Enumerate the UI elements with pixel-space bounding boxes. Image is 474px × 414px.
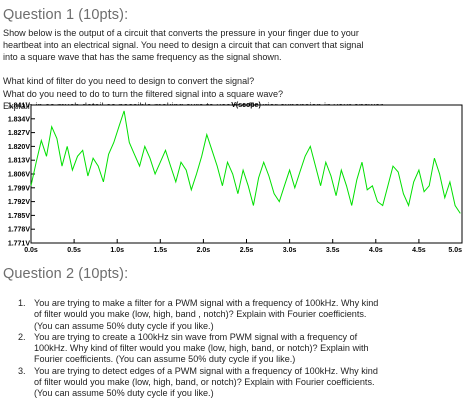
y-tick-label: 1.834V (8, 116, 31, 123)
question-1-ask-filter: What kind of filter do you need to desig… (3, 76, 255, 87)
list-item-line: 100kHz. Why kind of filter would you mak… (34, 343, 369, 354)
list-item: 1. You are trying to make a filter for a… (0, 298, 474, 332)
list-item-line: (You can assume 50% duty cycle if you li… (34, 388, 214, 399)
list-item-line: of filter would you make (low, high, ban… (34, 309, 367, 320)
y-tick-label: 1.841V (8, 103, 31, 110)
chart-title: V(scope) (231, 102, 261, 109)
question-1-ask-square-wave: What do you need to do to turn the filte… (3, 88, 284, 99)
y-axis: 1.841V 1.834V 1.827V 1.820V 1.813V 1.806V 1.79… (8, 103, 35, 248)
y-tick-label: 1.827V (8, 130, 31, 137)
plot-frame (30, 104, 463, 244)
y-tick-label: 1.813V (8, 158, 31, 165)
list-item-line: Fourier coefficients. (You can assume 50… (34, 354, 296, 365)
y-tick-label: 1.792V (8, 199, 31, 206)
question-2-list: 1. You are trying to make a filter for a… (0, 298, 474, 400)
y-tick-label: 1.806V (8, 172, 31, 179)
question-1-heading: Question 1 (10pts): (3, 7, 129, 23)
x-tick-label: 4.0s (369, 247, 383, 254)
x-tick-label: 2.5s (240, 247, 254, 254)
list-item-number: 3. (18, 365, 26, 376)
question-1-intro-line: heartbeat into an electrical signal. You… (3, 40, 364, 51)
question-1-intro-line: into a square wave that has the same fre… (3, 52, 282, 63)
x-tick-label: 2.0s (197, 247, 211, 254)
question-1-intro-line: Show below is the output of a circuit th… (3, 28, 359, 38)
x-tick-label: 4.5s (412, 247, 426, 254)
scope-trace-line (30, 110, 461, 214)
list-item-number: 1. (18, 298, 26, 308)
x-tick-label: 5.0s (448, 247, 462, 254)
y-tick-label: 1.799V (8, 185, 31, 192)
question-1-intro: Show below is the output of a circuit th… (3, 27, 471, 63)
y-tick-label: 1.785V (8, 213, 31, 220)
question-2-heading: Question 2 (10pts): (3, 266, 129, 282)
list-item-line: You are trying to detect edges of a PWM … (34, 365, 378, 376)
x-tick-label: 3.0s (283, 247, 297, 254)
list-item: 2. You are trying to create a 100kHz sin… (0, 332, 474, 366)
list-item-line: You are trying to make a filter for a PW… (34, 298, 379, 308)
scope-chart: 0.0s 0.5s 1.0s 1.5s 2.0s 2.5s 3.0s 3.5s 4.0s 4.5s… (8, 102, 463, 254)
x-tick-label: 0.5s (67, 247, 81, 254)
x-tick-label: 1.0s (110, 247, 124, 254)
x-tick-label: 3.5s (326, 247, 340, 254)
x-tick-label: 0.0s (24, 247, 38, 254)
x-tick-label: 1.5s (153, 247, 167, 254)
list-item-line: of filter would you make (low, high, ban… (34, 377, 375, 388)
list-item-number: 2. (18, 331, 26, 342)
y-tick-label: 1.778V (8, 227, 31, 234)
list-item: 3. You are trying to detect edges of a P… (0, 366, 474, 400)
x-axis: 0.0s 0.5s 1.0s 1.5s 2.0s 2.5s 3.0s 3.5s 4.0s 4.5s… (24, 239, 463, 254)
list-item-line: You are trying to create a 100kHz sin wa… (34, 331, 358, 342)
list-item-line: (You can assume 50% duty cycle if you li… (34, 320, 214, 331)
y-tick-label: 1.771V (8, 241, 31, 248)
y-tick-label: 1.820V (8, 144, 31, 151)
